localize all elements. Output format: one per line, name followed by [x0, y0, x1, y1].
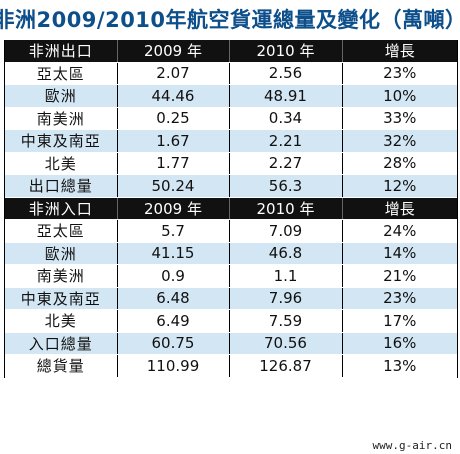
- region-cell: 北美: [5, 152, 118, 175]
- region-cell: 亞太區: [5, 62, 118, 85]
- value-cell: 50.24: [117, 174, 230, 198]
- import-header-cell: 增長: [342, 197, 457, 220]
- value-cell: 2.07: [117, 62, 230, 85]
- value-cell: 2.21: [229, 129, 343, 153]
- value-cell: 56.3: [229, 174, 343, 198]
- value-cell: 41.15: [117, 242, 230, 265]
- freight-table-container: 非洲出口 2009 年 2010 年增長 亞太區 2.07 2.56 23% 歐洲 44.46 4…: [4, 40, 458, 378]
- value-cell: 46.8: [229, 242, 343, 265]
- import-header-cell: 非洲入口: [5, 197, 118, 220]
- value-cell: 70.56: [229, 332, 343, 355]
- watermark: www.g-air.cn: [370, 439, 454, 452]
- export-table-row: 歐洲 44.46 48.91 10%: [5, 84, 457, 108]
- export-header-cell: 2009 年: [117, 40, 230, 63]
- region-cell: 亞太區: [5, 219, 118, 243]
- export-table-row: 北美 1.77 2.27 28%: [5, 152, 457, 175]
- import-table-row: 北美 6.49 7.59 17%: [5, 309, 457, 333]
- region-cell: 出口總量: [5, 174, 118, 198]
- growth-cell: 21%: [342, 264, 457, 288]
- growth-cell: 13%: [342, 354, 457, 378]
- value-cell: 0.25: [117, 107, 230, 130]
- export-header-cell: 2010 年: [229, 40, 343, 63]
- value-cell: 2.27: [229, 152, 343, 175]
- export-header-cell: 增長: [342, 40, 457, 63]
- import-header-cell: 2010 年: [229, 197, 343, 220]
- value-cell: 126.87: [229, 354, 343, 378]
- region-cell: 中東及南亞: [5, 287, 118, 310]
- growth-cell: 23%: [342, 287, 457, 310]
- value-cell: 110.99: [117, 354, 230, 378]
- region-cell: 北美: [5, 309, 118, 333]
- value-cell: 48.91: [229, 84, 343, 108]
- growth-cell: 23%: [342, 62, 457, 85]
- region-cell: 中東及南亞: [5, 129, 118, 153]
- value-cell: 2.56: [229, 62, 343, 85]
- import-table-row: 入口總量 60.75 70.56 16%: [5, 332, 457, 355]
- import-header-row: 非洲入口 2009 年 2010 年增長: [5, 197, 457, 220]
- value-cell: 44.46: [117, 84, 230, 108]
- import-table-row: 總貨量 110.99 126.87 13%: [5, 354, 457, 378]
- import-table-row: 中東及南亞 6.48 7.96 23%: [5, 287, 457, 310]
- import-table-row: 亞太區 5.7 7.09 24%: [5, 219, 457, 243]
- region-cell: 歐洲: [5, 84, 118, 108]
- export-header-cell: 非洲出口: [5, 40, 118, 63]
- value-cell: 6.48: [117, 287, 230, 310]
- growth-cell: 28%: [342, 152, 457, 175]
- value-cell: 0.9: [117, 264, 230, 288]
- growth-cell: 24%: [342, 219, 457, 243]
- value-cell: 7.96: [229, 287, 343, 310]
- page-title: 非洲2009/2010年航空貨運總量及變化（萬噸）: [0, 8, 460, 32]
- region-cell: 總貨量: [5, 354, 118, 378]
- export-header-row: 非洲出口 2009 年 2010 年增長: [5, 40, 457, 63]
- growth-cell: 17%: [342, 309, 457, 333]
- region-cell: 南美洲: [5, 107, 118, 130]
- export-table-row: 南美洲 0.25 0.34 33%: [5, 107, 457, 130]
- value-cell: 1.77: [117, 152, 230, 175]
- freight-table: 非洲出口 2009 年 2010 年增長 亞太區 2.07 2.56 23% 歐洲 44.46 4…: [5, 40, 457, 378]
- growth-cell: 16%: [342, 332, 457, 355]
- value-cell: 7.09: [229, 219, 343, 243]
- growth-cell: 14%: [342, 242, 457, 265]
- value-cell: 1.67: [117, 129, 230, 153]
- value-cell: 6.49: [117, 309, 230, 333]
- title-bar: 非洲2009/2010年航空貨運總量及變化（萬噸）: [0, 0, 460, 38]
- value-cell: 5.7: [117, 219, 230, 243]
- value-cell: 7.59: [229, 309, 343, 333]
- export-table-row: 出口總量 50.24 56.3 12%: [5, 174, 457, 198]
- growth-cell: 10%: [342, 84, 457, 108]
- export-table-row: 亞太區 2.07 2.56 23%: [5, 62, 457, 85]
- value-cell: 1.1: [229, 264, 343, 288]
- growth-cell: 32%: [342, 129, 457, 153]
- growth-cell: 12%: [342, 174, 457, 198]
- import-table-row: 歐洲 41.15 46.8 14%: [5, 242, 457, 265]
- value-cell: 0.34: [229, 107, 343, 130]
- value-cell: 60.75: [117, 332, 230, 355]
- region-cell: 歐洲: [5, 242, 118, 265]
- region-cell: 南美洲: [5, 264, 118, 288]
- import-header-cell: 2009 年: [117, 197, 230, 220]
- region-cell: 入口總量: [5, 332, 118, 355]
- import-table-row: 南美洲 0.9 1.1 21%: [5, 264, 457, 288]
- growth-cell: 33%: [342, 107, 457, 130]
- export-table-row: 中東及南亞 1.67 2.21 32%: [5, 129, 457, 153]
